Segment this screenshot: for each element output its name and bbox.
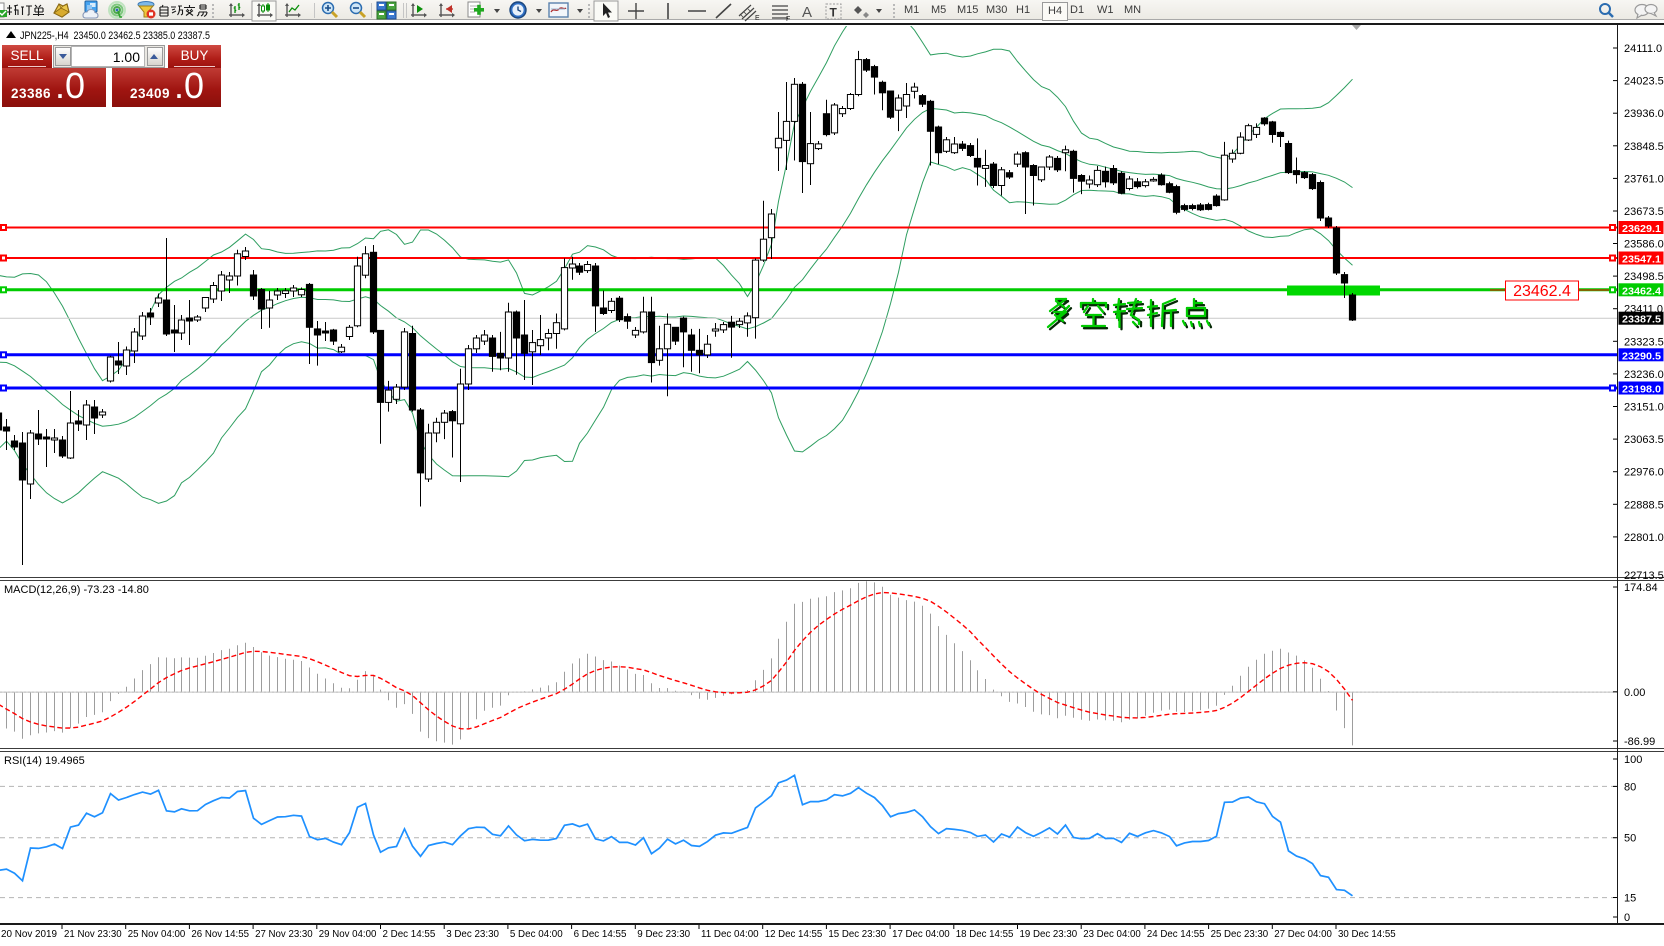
svg-text:A: A [802,4,812,21]
svg-text:23498.5: 23498.5 [1624,271,1664,283]
svg-text:-86.99: -86.99 [1624,736,1655,748]
svg-text:23848.5: 23848.5 [1624,141,1664,153]
svg-text:23323.5: 23323.5 [1624,336,1664,348]
svg-text:11 Dec 04:00: 11 Dec 04:00 [701,928,759,940]
svg-text:15 Dec 23:30: 15 Dec 23:30 [828,928,886,940]
svg-text:T: T [830,6,838,20]
svg-text:24023.5: 24023.5 [1624,76,1664,88]
svg-text:80: 80 [1624,781,1636,793]
svg-text:5 Dec 04:00: 5 Dec 04:00 [510,928,563,940]
svg-text:26 Nov 14:55: 26 Nov 14:55 [191,928,249,940]
svg-text:MACD(12,26,9) -73.23 -14.80: MACD(12,26,9) -73.23 -14.80 [4,584,149,596]
svg-text:23151.0: 23151.0 [1624,401,1664,413]
svg-text:23629.1: 23629.1 [1622,223,1661,235]
svg-text:23290.5: 23290.5 [1622,350,1661,362]
svg-text:F: F [786,16,790,22]
svg-text:25 Nov 04:00: 25 Nov 04:00 [128,928,186,940]
svg-text:23547.1: 23547.1 [1622,254,1661,266]
svg-text:RSI(14) 19.4965: RSI(14) 19.4965 [4,755,85,767]
svg-text:23387.5: 23387.5 [1622,314,1661,326]
svg-text:30 Dec 14:55: 30 Dec 14:55 [1338,928,1396,940]
svg-text:27 Dec 04:00: 27 Dec 04:00 [1274,928,1332,940]
svg-text:23936.0: 23936.0 [1624,108,1664,120]
svg-text:23236.0: 23236.0 [1624,369,1664,381]
svg-text:27 Nov 23:30: 27 Nov 23:30 [255,928,313,940]
svg-text:23462.4: 23462.4 [1513,283,1571,300]
svg-text:12 Dec 14:55: 12 Dec 14:55 [765,928,823,940]
svg-text:22888.5: 22888.5 [1624,499,1664,511]
svg-text:E: E [755,15,760,22]
svg-text:22976.0: 22976.0 [1624,467,1664,479]
svg-text:23411.0: 23411.0 [1624,304,1663,316]
svg-text:23198.0: 23198.0 [1622,384,1661,396]
svg-text:2 Dec 14:55: 2 Dec 14:55 [383,928,436,940]
svg-text:6 Dec 14:55: 6 Dec 14:55 [574,928,627,940]
svg-text:22801.0: 22801.0 [1624,532,1664,544]
svg-text:23063.5: 23063.5 [1624,434,1664,446]
svg-text:3 Dec 23:30: 3 Dec 23:30 [446,928,499,940]
svg-text:24111.0: 24111.0 [1624,43,1662,55]
svg-text:0: 0 [1624,912,1630,924]
svg-text:23586.0: 23586.0 [1624,239,1664,251]
svg-text:20 Nov 2019: 20 Nov 2019 [1,928,57,940]
svg-text:9 Dec 23:30: 9 Dec 23:30 [637,928,690,940]
svg-text:21 Nov 23:30: 21 Nov 23:30 [64,928,122,940]
svg-text:23 Dec 04:00: 23 Dec 04:00 [1083,928,1141,940]
svg-text:24 Dec 14:55: 24 Dec 14:55 [1147,928,1205,940]
svg-text:17 Dec 04:00: 17 Dec 04:00 [892,928,950,940]
svg-text:100: 100 [1624,754,1642,766]
svg-text:18 Dec 14:55: 18 Dec 14:55 [956,928,1014,940]
svg-text:15: 15 [1624,893,1636,905]
svg-text:23673.5: 23673.5 [1624,206,1664,218]
svg-text:23761.0: 23761.0 [1624,173,1664,185]
svg-text:50: 50 [1624,833,1636,845]
svg-text:25 Dec 23:30: 25 Dec 23:30 [1211,928,1269,940]
svg-text:22713.5: 22713.5 [1624,570,1664,582]
svg-text:19 Dec 23:30: 19 Dec 23:30 [1020,928,1078,940]
svg-text:0.00: 0.00 [1624,687,1645,699]
svg-text:23462.4: 23462.4 [1622,285,1661,297]
svg-text:29 Nov 04:00: 29 Nov 04:00 [319,928,377,940]
svg-text:174.84: 174.84 [1624,582,1658,594]
svg-text:JPN225-,H4 23450.0 23462.5 23: JPN225-,H4 23450.0 23462.5 23385.0 23387… [20,30,210,42]
